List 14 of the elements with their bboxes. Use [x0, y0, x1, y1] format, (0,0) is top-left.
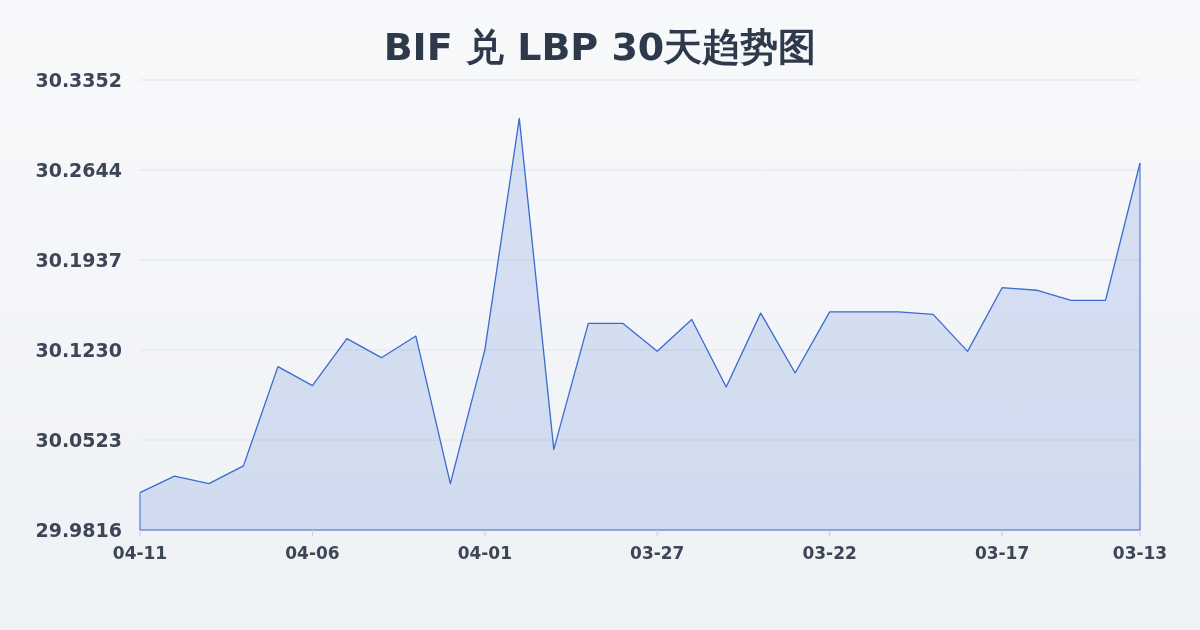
y-tick-label: 30.1937 — [35, 249, 122, 272]
x-tick-label: 03-27 — [630, 543, 685, 563]
chart-title: BIF 兑 LBP 30天趋势图 — [383, 25, 817, 69]
x-tick-label: 04-11 — [112, 543, 168, 563]
x-tick-label: 04-06 — [285, 543, 340, 563]
y-tick-label: 30.3352 — [35, 69, 122, 91]
x-tick-label: 03-22 — [802, 543, 857, 563]
y-tick-label: 30.0523 — [35, 429, 122, 452]
x-tick-label: 04-01 — [457, 543, 513, 563]
x-tick-label: 03-13 — [1112, 543, 1168, 563]
y-tick-label: 30.2644 — [35, 159, 122, 182]
y-tick-label: 29.9816 — [35, 519, 122, 541]
x-tick-label: 03-17 — [974, 543, 1030, 563]
y-tick-label: 30.1230 — [35, 339, 122, 362]
